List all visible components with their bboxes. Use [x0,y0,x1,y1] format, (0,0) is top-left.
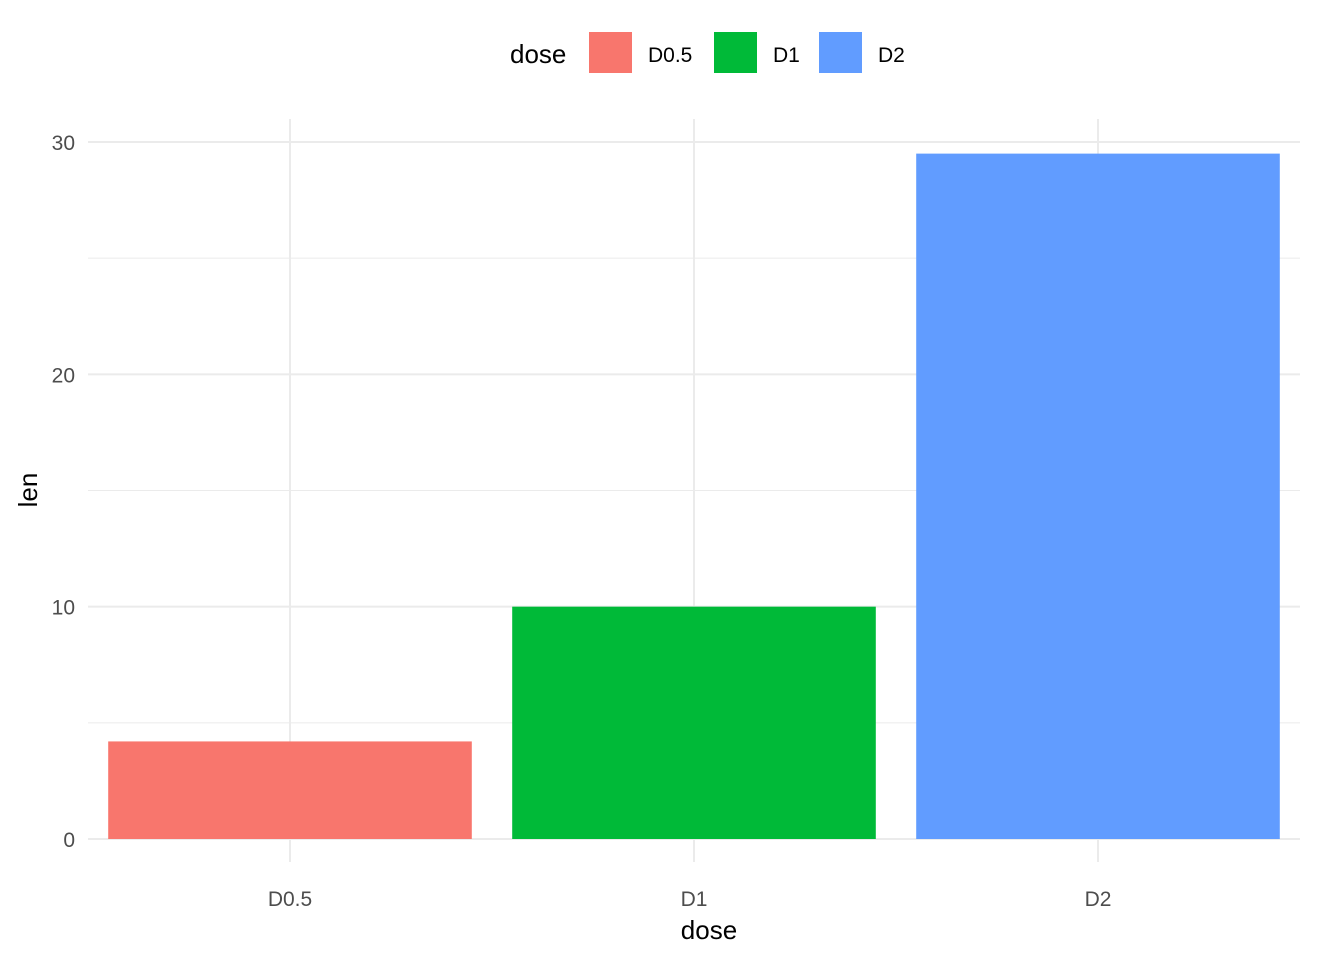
legend: dose D0.5 D1 D2 [510,32,905,73]
legend-key [589,32,632,73]
y-tick-label: 30 [52,132,75,155]
legend-title: dose [510,39,566,69]
bar-d0-5 [108,741,472,839]
bars [108,153,1280,839]
legend-label: D2 [878,44,905,67]
bar-d2 [916,153,1280,839]
legend-entry: D0.5 [589,32,692,73]
bar-d1 [512,606,876,839]
legend-label: D0.5 [648,44,692,67]
legend-label: D1 [773,44,800,67]
x-tick-label: D1 [681,888,708,911]
legend-key [714,32,757,73]
y-tick-label: 10 [52,597,75,620]
legend-items: D0.5 D1 D2 [589,32,905,73]
x-axis-title: dose [681,915,737,945]
legend-key [819,32,862,73]
x-tick-label: D2 [1085,888,1112,911]
legend-entry: D2 [819,32,905,73]
x-tick-label: D0.5 [268,888,312,911]
x-axis-ticks: D0.5 D1 D2 [268,888,1112,911]
y-tick-label: 0 [63,829,75,852]
y-axis-title: len [13,473,43,508]
legend-entry: D1 [714,32,800,73]
y-tick-label: 20 [52,364,75,387]
y-axis-ticks: 0 10 20 30 [52,132,75,852]
